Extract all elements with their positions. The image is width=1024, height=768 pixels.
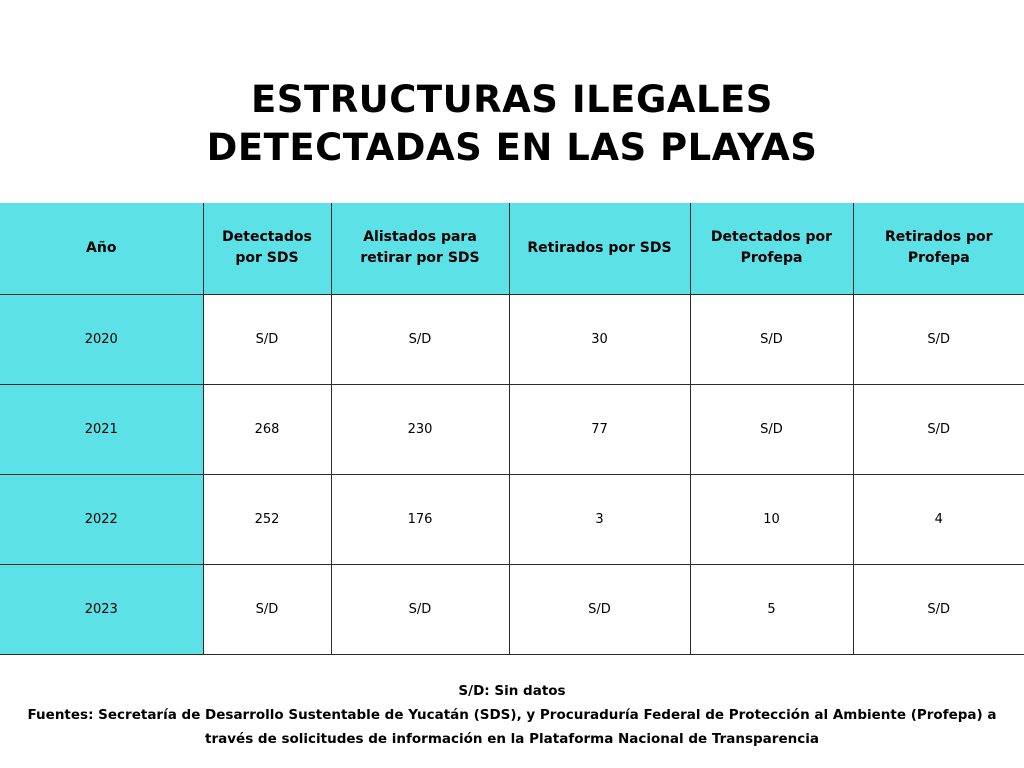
title-line-1: ESTRUCTURAS ILEGALES <box>251 78 773 121</box>
table-cell: S/D <box>202 563 332 655</box>
table-cell: S/D <box>330 563 510 655</box>
table-row: 2020 S/D S/D 30 S/D S/D <box>0 293 1024 385</box>
table-cell: 4 <box>852 473 1024 565</box>
table-cell: 3 <box>508 473 691 565</box>
table-cell: S/D <box>852 293 1024 385</box>
column-header-removed-profepa: Retirados por Profepa <box>852 203 1024 295</box>
table-cell: S/D <box>202 293 332 385</box>
table-cell: 5 <box>689 563 854 655</box>
table-cell: 30 <box>508 293 691 385</box>
table-cell: 268 <box>202 383 332 475</box>
year-cell: 2021 <box>0 383 204 475</box>
table-cell: 77 <box>508 383 691 475</box>
table-cell: 230 <box>330 383 510 475</box>
column-header-removed-sds: Retirados por SDS <box>508 203 691 295</box>
legend-note: S/D: Sin datos <box>458 683 566 699</box>
table-cell: 10 <box>689 473 854 565</box>
year-cell: 2022 <box>0 473 204 565</box>
table-cell: S/D <box>330 293 510 385</box>
column-header-year: Año <box>0 203 204 295</box>
table-row: 2022 252 176 3 10 4 <box>0 473 1024 565</box>
table-row: 2021 268 230 77 S/D S/D <box>0 383 1024 475</box>
table-header-row: Año Detectados por SDS Alistados para re… <box>0 203 1024 295</box>
page-title: ESTRUCTURAS ILEGALES DETECTADAS EN LAS P… <box>0 76 1024 172</box>
column-header-detected-sds: Detectados por SDS <box>202 203 332 295</box>
table-cell: S/D <box>852 563 1024 655</box>
data-table: Año Detectados por SDS Alistados para re… <box>0 203 1024 655</box>
column-header-listed-sds: Alistados para retirar por SDS <box>330 203 510 295</box>
table-cell: S/D <box>689 383 854 475</box>
table-cell: S/D <box>689 293 854 385</box>
table-cell: S/D <box>852 383 1024 475</box>
footer-notes: S/D: Sin datos Fuentes: Secretaría de De… <box>0 679 1024 751</box>
table-row: 2023 S/D S/D S/D 5 S/D <box>0 563 1024 655</box>
table-cell: S/D <box>508 563 691 655</box>
year-cell: 2020 <box>0 293 204 385</box>
sources-note: Fuentes: Secretaría de Desarrollo Susten… <box>27 707 997 747</box>
column-header-detected-profepa: Detectados por Profepa <box>689 203 854 295</box>
table-cell: 176 <box>330 473 510 565</box>
table-cell: 252 <box>202 473 332 565</box>
title-line-2: DETECTADAS EN LAS PLAYAS <box>206 126 818 169</box>
year-cell: 2023 <box>0 563 204 655</box>
